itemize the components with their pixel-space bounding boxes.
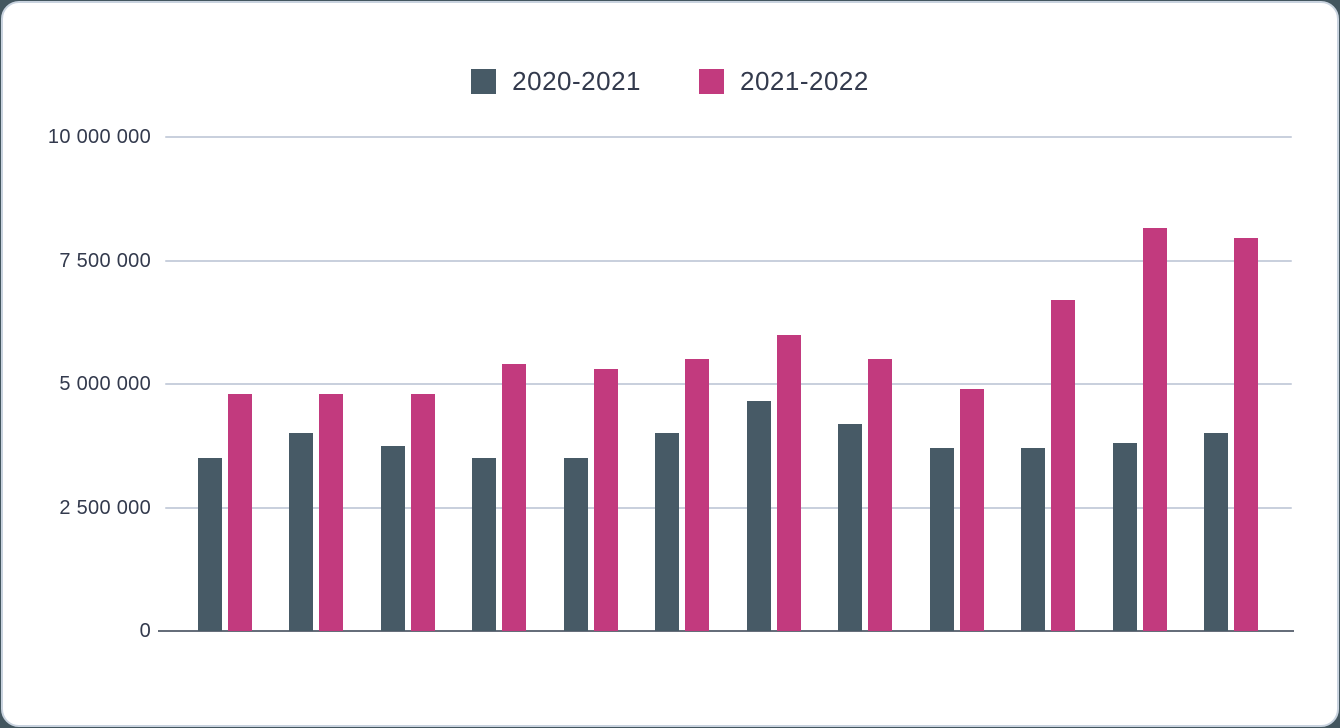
bar-2021-2022-group8 bbox=[868, 359, 892, 631]
bar-2020-2021-group6 bbox=[655, 433, 679, 631]
y-gridline bbox=[165, 136, 1292, 138]
bar-2020-2021-group8 bbox=[838, 423, 862, 631]
bar-2021-2022-group10 bbox=[1051, 300, 1075, 631]
y-gridline bbox=[165, 259, 1292, 262]
x-axis-line bbox=[158, 630, 1294, 632]
y-tick-label: 2 500 000 bbox=[59, 496, 151, 519]
bar-2020-2021-group7 bbox=[747, 401, 771, 631]
bar-2020-2021-group10 bbox=[1021, 448, 1045, 631]
chart-legend: 2020-2021 2021-2022 bbox=[3, 63, 1337, 99]
y-tick-label: 0 bbox=[139, 620, 151, 642]
bar-2020-2021-group5 bbox=[564, 458, 588, 631]
bar-chart-plot: 10 000 000 7 500 000 5 000 000 2 500 000 0 bbox=[3, 3, 1340, 728]
bar-2021-2022-group9 bbox=[960, 388, 984, 631]
bar-2021-2022-group6 bbox=[685, 359, 709, 631]
bar-2021-2022-group4 bbox=[502, 364, 526, 631]
bar-2021-2022-group3 bbox=[411, 393, 435, 631]
bar-2020-2021-group1 bbox=[198, 458, 222, 631]
bar-2021-2022-group1 bbox=[228, 393, 252, 631]
bar-2021-2022-group2 bbox=[319, 393, 343, 631]
bar-2020-2021-group9 bbox=[930, 448, 954, 631]
y-tick-label: 7 500 000 bbox=[59, 249, 151, 272]
bar-2021-2022-group7 bbox=[777, 334, 801, 631]
bar-2020-2021-group4 bbox=[472, 458, 496, 631]
y-tick-label: 10 000 000 bbox=[47, 126, 151, 148]
legend-swatch-2021-2022 bbox=[699, 68, 724, 94]
legend-item-2021-2022: 2021-2022 bbox=[699, 66, 869, 97]
bar-2021-2022-group12 bbox=[1234, 238, 1258, 631]
bar-2020-2021-group12 bbox=[1204, 433, 1228, 631]
bar-2020-2021-group3 bbox=[381, 445, 405, 631]
legend-item-2020-2021: 2020-2021 bbox=[471, 66, 641, 97]
y-gridline bbox=[165, 506, 1292, 509]
legend-swatch-2020-2021 bbox=[471, 68, 497, 94]
legend-label-2021-2022: 2021-2022 bbox=[740, 65, 869, 96]
bar-2020-2021-group2 bbox=[289, 433, 313, 631]
y-tick-label: 5 000 000 bbox=[59, 373, 151, 395]
bar-2020-2021-group11 bbox=[1113, 443, 1137, 631]
y-gridline bbox=[165, 383, 1292, 385]
legend-label-2020-2021: 2020-2021 bbox=[512, 65, 641, 96]
bar-2021-2022-group5 bbox=[594, 369, 618, 631]
bar-2021-2022-group11 bbox=[1143, 228, 1167, 631]
